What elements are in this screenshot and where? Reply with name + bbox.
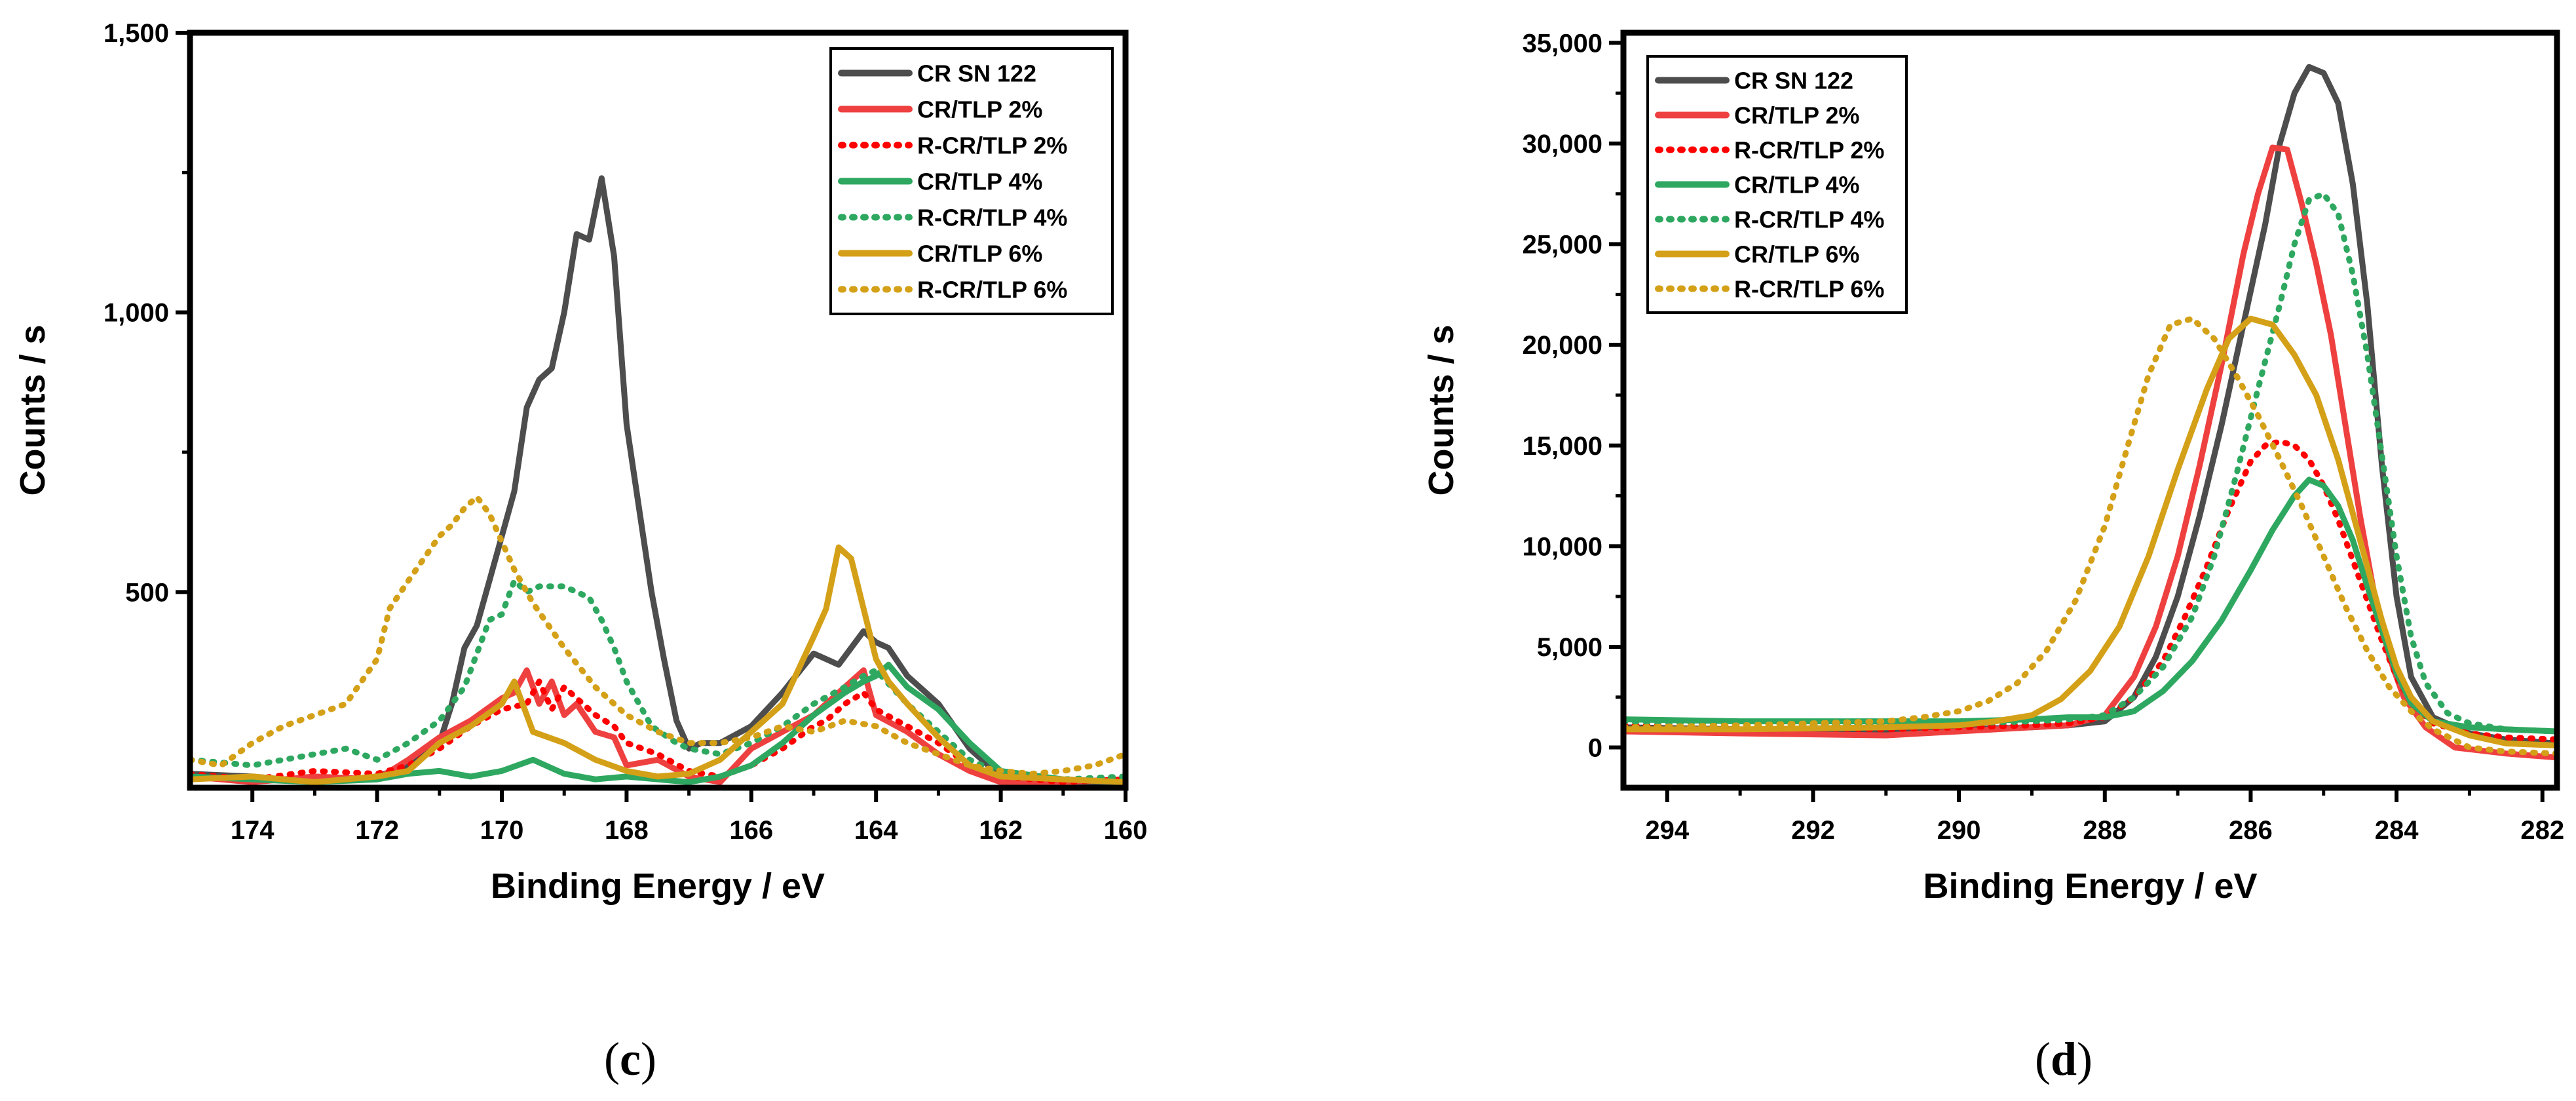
x-tick-label: 166 — [729, 816, 773, 845]
series-line-cr-tlp-2- — [190, 667, 1126, 785]
legend-label: R-CR/TLP 6% — [917, 277, 1067, 303]
series-line-cr-tlp-4- — [190, 661, 1126, 785]
y-tick-label: 500 — [125, 578, 169, 607]
series-line-cr-sn-122 — [190, 175, 1126, 785]
series-line-r-cr-tlp-4- — [1623, 191, 2557, 735]
y-tick-label: 20,000 — [1523, 331, 1602, 360]
legend: CR SN 122 CR/TLP 2% R-CR/TLP 2% CR/TLP 4% R-… — [829, 47, 1114, 315]
y-tick-label: 25,000 — [1523, 231, 1602, 260]
panel-label: (c) — [604, 1033, 656, 1085]
x-tick-label: 172 — [355, 816, 399, 845]
y-tick-label: 1,500 — [104, 19, 169, 48]
legend: CR SN 122 CR/TLP 2% R-CR/TLP 2% CR/TLP 4% R-… — [1646, 55, 1908, 314]
legend-label: CR SN 122 — [917, 60, 1036, 87]
y-tick-label: 1,000 — [104, 299, 169, 328]
x-tick-label: 290 — [1937, 816, 1981, 845]
y-tick-label: 15,000 — [1523, 432, 1602, 461]
plot-area — [1623, 64, 2557, 761]
x-tick-label: 292 — [1791, 816, 1835, 845]
x-tick-label: 162 — [979, 816, 1023, 845]
x-tick-label: 170 — [480, 816, 524, 845]
y-axis-title: Counts / s — [13, 324, 52, 495]
y-tick-label: 35,000 — [1523, 29, 1602, 58]
y-tick-label: 5,000 — [1537, 633, 1602, 662]
x-tick-label: 286 — [2229, 816, 2273, 845]
x-tick-label: 168 — [605, 816, 649, 845]
legend-label: CR/TLP 4% — [917, 168, 1042, 195]
x-tick-label: 164 — [854, 816, 898, 845]
chart-panel-d: 294 292 290 288 286 284 282 0 5,000 10,000 15,000 2… — [1422, 29, 2564, 1085]
axes-frame — [1620, 29, 2560, 791]
axes-frame — [187, 29, 1129, 791]
legend-label: R-CR/TLP 4% — [1734, 206, 1884, 233]
x-tick-label: 160 — [1104, 816, 1148, 845]
panel-label: (d) — [2035, 1033, 2093, 1085]
x-tick-label: 284 — [2375, 816, 2419, 845]
y-axis-title: Counts / s — [1422, 324, 1461, 495]
legend-label: CR/TLP 4% — [1734, 172, 1859, 199]
series-line-r-cr-tlp-2- — [1623, 438, 2557, 743]
x-tick-label: 288 — [2083, 816, 2127, 845]
y-tick-label: 30,000 — [1523, 130, 1602, 159]
series-line-r-cr-tlp-2- — [190, 678, 1126, 785]
x-tick-label: 174 — [231, 816, 275, 845]
y-tick-label: 0 — [1588, 734, 1602, 763]
legend-label: R-CR/TLP 6% — [1734, 276, 1884, 303]
series-line-r-cr-tlp-6- — [190, 493, 1126, 777]
legend-label: CR/TLP 6% — [1734, 241, 1859, 268]
legend-label: CR/TLP 6% — [917, 241, 1042, 267]
series-line-cr-tlp-6- — [1623, 315, 2557, 748]
x-axis-title: Binding Energy / eV — [1923, 866, 2257, 906]
chart-panel-c: 174 172 170 168 166 164 162 160 500 1,000 1,500 Bin… — [13, 19, 1147, 1085]
x-axis-title: Binding Energy / eV — [491, 866, 825, 906]
plot-area — [190, 175, 1126, 785]
legend-label: CR/TLP 2% — [1734, 102, 1859, 129]
y-tick-label: 10,000 — [1523, 532, 1602, 561]
x-tick-label: 294 — [1645, 816, 1689, 845]
x-tick-label: 282 — [2520, 816, 2564, 845]
series-line-r-cr-tlp-6- — [1623, 315, 2557, 757]
legend-label: R-CR/TLP 2% — [1734, 137, 1884, 164]
legend-label: R-CR/TLP 2% — [917, 132, 1067, 159]
series-line-cr-tlp-6- — [190, 544, 1126, 785]
legend-label: CR/TLP 2% — [917, 96, 1042, 123]
legend-label: CR SN 122 — [1734, 68, 1853, 94]
legend-label: R-CR/TLP 4% — [917, 204, 1067, 231]
